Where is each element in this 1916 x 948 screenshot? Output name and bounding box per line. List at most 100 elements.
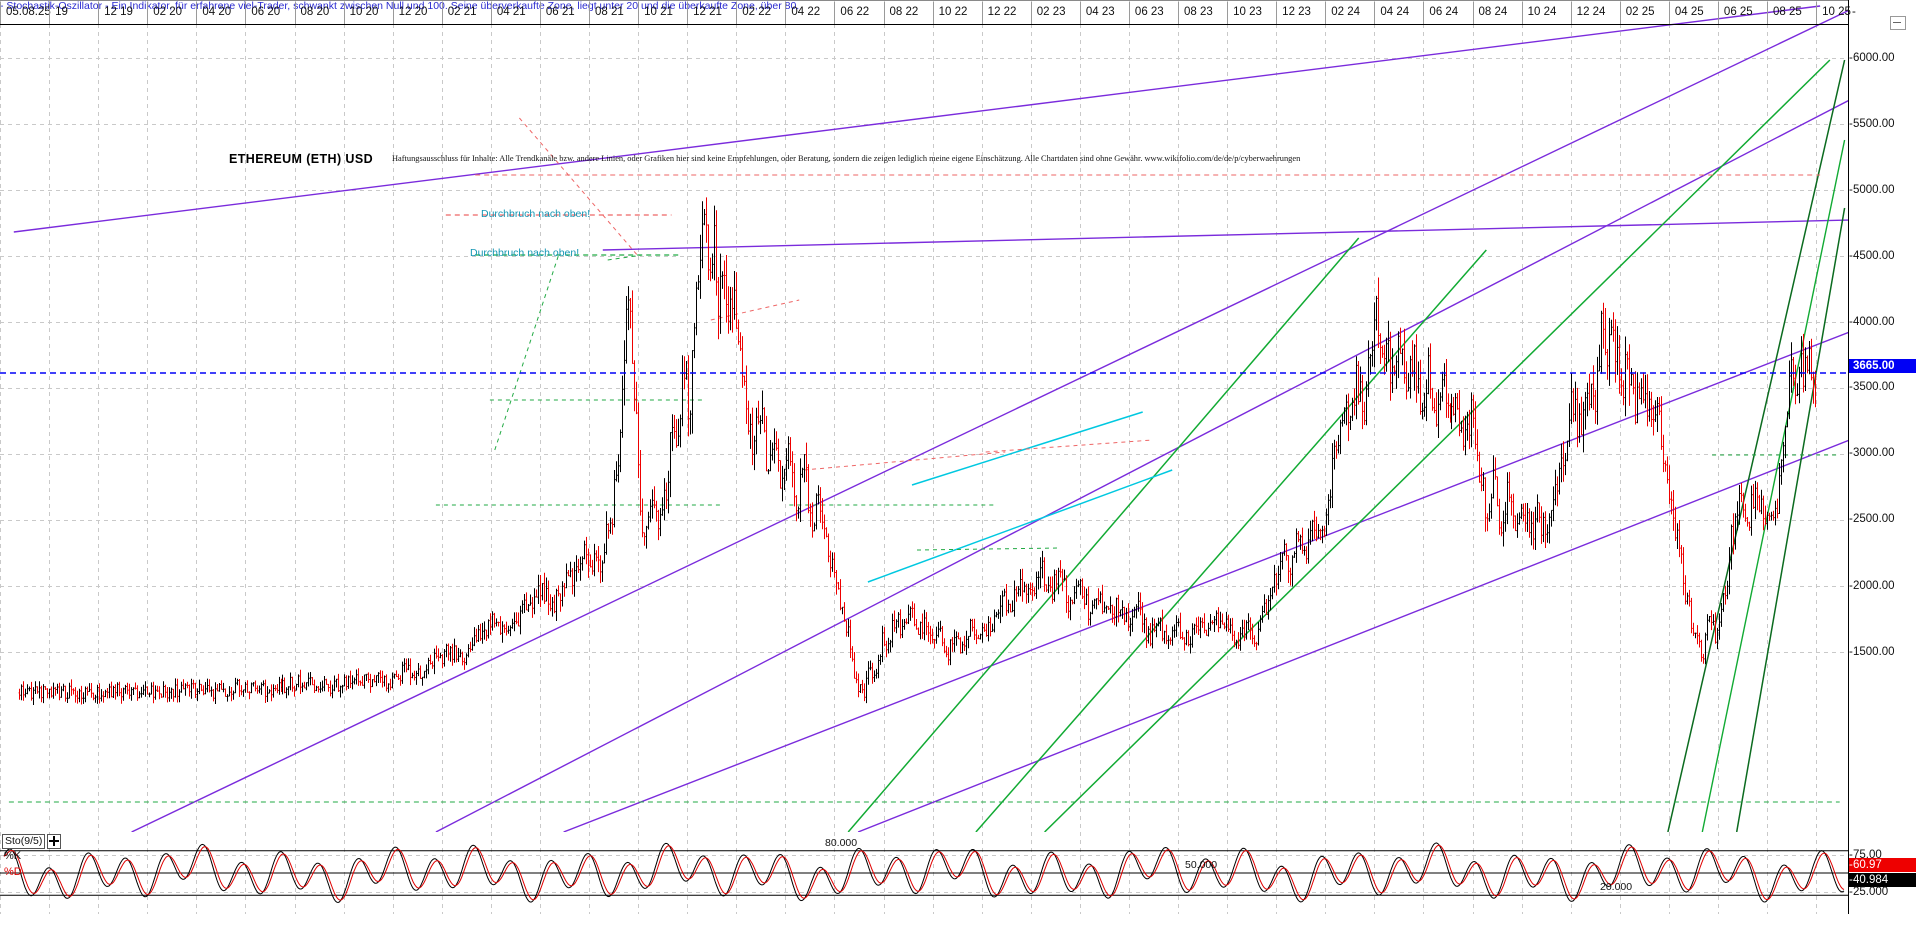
time-tick-separator	[638, 2, 640, 24]
time-tick-label: 10 20	[349, 6, 379, 18]
time-tick-label: 06 25	[1723, 6, 1753, 18]
price-plot-area[interactable]	[0, 0, 1848, 832]
time-tick-separator	[1816, 2, 1818, 24]
time-tick-separator	[392, 2, 394, 24]
stochastic-lines	[0, 842, 1848, 904]
price-tick-label: 4000.00	[1853, 316, 1895, 328]
stochastic-k-label: %K	[4, 850, 22, 862]
stochastic-panel[interactable]: 80.000 50.000 20.000	[0, 832, 1848, 914]
stochastic-tick-60.97: -60.97	[1849, 857, 1916, 872]
time-tick-label: 02 21	[447, 6, 477, 18]
stochastic-tick-label: 25.000	[1853, 885, 1889, 898]
time-tick-separator	[441, 2, 443, 24]
time-tick-label: 08 23	[1184, 6, 1213, 18]
annotation-breakout-2: Durchbruch nach oben!	[470, 247, 580, 259]
time-tick-label: 10 23	[1233, 6, 1262, 18]
time-tick-label: 12 22	[987, 6, 1017, 18]
time-tick-label: 04 22	[791, 6, 821, 18]
axis-bottom-rule	[0, 24, 1848, 25]
price-chart-panel[interactable]: ETHEREUM (ETH) USD Haftungsausschluss fü…	[0, 0, 1848, 832]
price-tick-label: 3500.00	[1853, 381, 1895, 393]
time-tick-label: 08 24	[1478, 6, 1508, 18]
last-price-line	[0, 372, 1848, 374]
time-tick-separator	[981, 2, 983, 24]
time-tick-label: 12 21	[693, 6, 722, 18]
price-tick-2500: -2500.00	[1849, 513, 1895, 525]
stochastic-legend[interactable]: Sto(9/5)	[2, 834, 62, 849]
time-tick-label: 08 21	[595, 6, 624, 18]
stochastic-level-label-50: 50.000	[1185, 859, 1218, 871]
price-tick-4000: -4000.00	[1849, 316, 1895, 328]
time-tick-label: 06 20	[251, 6, 281, 18]
price-tick-label: 2000.00	[1853, 580, 1895, 592]
time-tick-label: 06 21	[545, 6, 575, 18]
time-tick-label: 04 20	[202, 6, 232, 18]
time-tick-separator	[490, 2, 492, 24]
price-tick-label: 3665.00	[1853, 360, 1895, 372]
time-tick-separator	[1325, 2, 1327, 24]
stochastic-plot-area[interactable]	[0, 832, 1848, 914]
price-tick-6000: -6000.00	[1849, 52, 1895, 64]
stochastic-tick-75.00: -75.00	[1849, 848, 1882, 861]
annotation-stochastic-note: - Stochastik-Oszillator - Ein Indikator,…	[0, 0, 800, 12]
page-title: ETHEREUM (ETH) USD	[229, 152, 374, 166]
time-tick-label: 19	[55, 6, 68, 18]
price-grid	[0, 0, 1848, 832]
axis-trailing-label: -	[1852, 6, 1856, 18]
price-tick-2000: -2000.00	[1849, 580, 1895, 592]
stochastic-tick-25.000: -25.000	[1849, 885, 1889, 898]
stochastic-indicator-name[interactable]: Sto(9/5)	[2, 834, 46, 849]
time-tick-label: 12 19	[104, 6, 133, 18]
time-tick-label: 12 23	[1282, 6, 1311, 18]
time-tick-separator	[1374, 2, 1376, 24]
time-tick-label: 12 24	[1576, 6, 1606, 18]
price-tick-5000: -5000.00	[1849, 184, 1895, 196]
time-tick-separator	[1178, 2, 1179, 24]
price-tick-label: 1500.00	[1853, 646, 1895, 658]
stochastic-level-label-20: 20.000	[1600, 881, 1633, 894]
time-tick-separator	[49, 2, 51, 24]
time-tick-separator	[1717, 2, 1719, 24]
time-tick-label: 08 22	[889, 6, 919, 18]
time-tick-label: 05.08.25	[6, 6, 51, 18]
time-tick-separator	[98, 2, 100, 24]
price-bars	[18, 197, 1817, 705]
price-axis-scale[interactable]: -6000.00 - 5500.00 -5000.00 -4500.00 -4000.00…	[1848, 0, 1916, 832]
price-tick-4500: -4500.00	[1849, 250, 1895, 262]
time-tick-separator	[883, 2, 885, 24]
time-tick-separator	[589, 2, 590, 24]
axis-top-rule	[0, 0, 1848, 1]
time-tick-separator	[1619, 2, 1621, 24]
time-tick-label: 02 22	[742, 6, 772, 18]
time-tick-label: 02 23	[1036, 6, 1066, 18]
trendline-overlays[interactable]	[0, 0, 1848, 832]
price-tick-label: 3000.00	[1853, 447, 1895, 459]
stochastic-d-label: %D	[4, 866, 22, 878]
price-tick-label: 4500.00	[1853, 250, 1895, 262]
time-tick-separator	[1128, 2, 1130, 24]
price-tick-label: 5000.00	[1853, 184, 1895, 196]
minimize-icon[interactable]	[1890, 16, 1906, 30]
time-tick-separator	[1668, 2, 1670, 24]
time-tick-label: 10 24	[1527, 6, 1557, 18]
plus-icon[interactable]	[47, 834, 62, 849]
time-tick-separator	[539, 2, 541, 24]
price-tick-label: 6000.00	[1853, 52, 1895, 64]
price-tick-1500: -1500.00	[1849, 646, 1895, 658]
time-tick-separator	[0, 2, 1, 24]
time-tick-label: 04 25	[1674, 6, 1704, 18]
time-tick-label: 12 20	[398, 6, 428, 18]
time-tick-label: 02 20	[153, 6, 183, 18]
time-tick-separator	[147, 2, 149, 24]
time-tick-label: 10 22	[938, 6, 968, 18]
stochastic-axis-scale[interactable]: -75.00 -60.97 -40.984 -25.000	[1848, 832, 1916, 914]
time-tick-label: 06 23	[1134, 6, 1164, 18]
time-tick-label: 10 21	[644, 6, 673, 18]
time-tick-separator	[1423, 2, 1425, 24]
time-tick-separator	[1227, 2, 1229, 24]
price-tick-3000: -3000.00	[1849, 447, 1895, 459]
stochastic-tick-label: 60.97	[1853, 858, 1882, 871]
price-tick-label: 5500.00	[1853, 118, 1895, 130]
time-tick-separator	[245, 2, 247, 24]
